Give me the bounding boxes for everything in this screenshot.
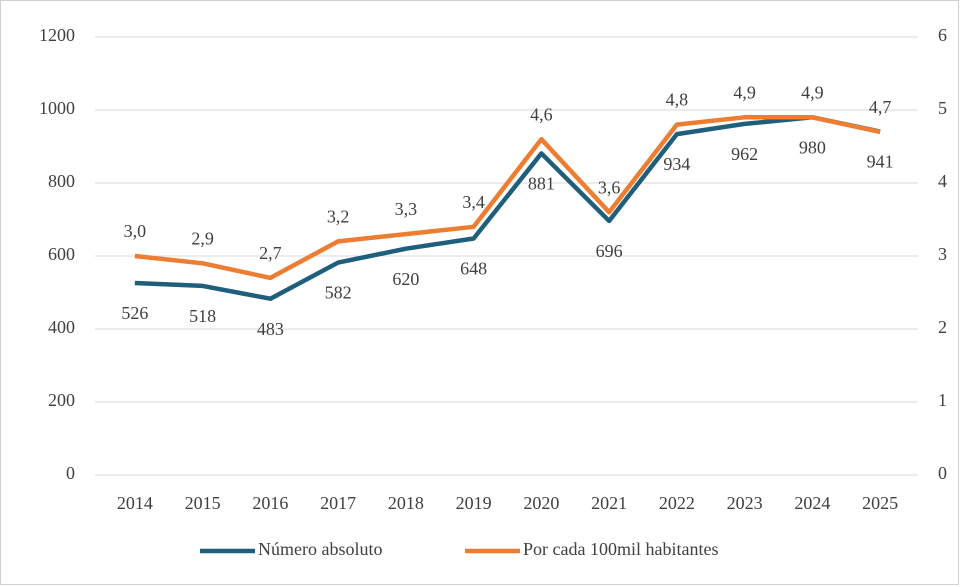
data-label: 4,8 [666, 90, 689, 110]
y-tick-label: 400 [48, 317, 75, 337]
y-tick-label: 600 [48, 244, 75, 264]
legend-label: Por cada 100mil habitantes [523, 539, 718, 559]
data-label: 3,4 [462, 192, 485, 212]
x-tick-label: 2023 [727, 493, 763, 513]
y-tick-label: 1200 [39, 25, 75, 45]
data-label: 4,9 [733, 82, 756, 102]
y2-tick-label: 6 [938, 25, 947, 45]
data-label: 526 [121, 303, 148, 323]
x-tick-label: 2025 [862, 493, 898, 513]
x-tick-label: 2021 [591, 493, 627, 513]
y2-tick-label: 1 [938, 390, 947, 410]
y-tick-label: 800 [48, 171, 75, 191]
y2-tick-label: 5 [938, 98, 947, 118]
data-label: 4,6 [530, 104, 553, 124]
x-tick-label: 2016 [252, 493, 288, 513]
data-label: 4,7 [869, 97, 892, 117]
data-label: 881 [528, 174, 555, 194]
x-tick-label: 2015 [185, 493, 221, 513]
data-label: 3,3 [395, 199, 418, 219]
data-label: 518 [189, 306, 216, 326]
y2-tick-label: 3 [938, 244, 947, 264]
y2-tick-label: 0 [938, 463, 947, 483]
data-label: 582 [325, 283, 352, 303]
x-tick-label: 2024 [794, 493, 830, 513]
data-label: 696 [596, 241, 623, 261]
x-tick-label: 2014 [117, 493, 153, 513]
x-tick-label: 2020 [523, 493, 559, 513]
series-line [134, 115, 881, 281]
x-tick-label: 2019 [456, 493, 492, 513]
data-label: 2,7 [259, 243, 282, 263]
data-label: 483 [257, 319, 284, 339]
data-label: 2,9 [191, 228, 214, 248]
data-label: 3,0 [124, 221, 147, 241]
y-tick-label: 1000 [39, 98, 75, 118]
y-tick-label: 200 [48, 390, 75, 410]
y-tick-label: 0 [66, 463, 75, 483]
legend-label: Número absoluto [258, 539, 382, 559]
data-label: 941 [867, 152, 894, 172]
x-tick-label: 2018 [388, 493, 424, 513]
data-label: 3,2 [327, 207, 350, 227]
data-label: 980 [799, 137, 826, 157]
x-tick-label: 2017 [320, 493, 356, 513]
data-label: 3,6 [598, 177, 621, 197]
y2-tick-label: 2 [938, 317, 947, 337]
data-label: 648 [460, 259, 487, 279]
data-label: 620 [392, 269, 419, 289]
data-label: 4,9 [801, 82, 824, 102]
data-label: 962 [731, 144, 758, 164]
x-tick-label: 2022 [659, 493, 695, 513]
data-label: 934 [663, 154, 690, 174]
y2-tick-label: 4 [938, 171, 947, 191]
series-line [134, 115, 881, 301]
